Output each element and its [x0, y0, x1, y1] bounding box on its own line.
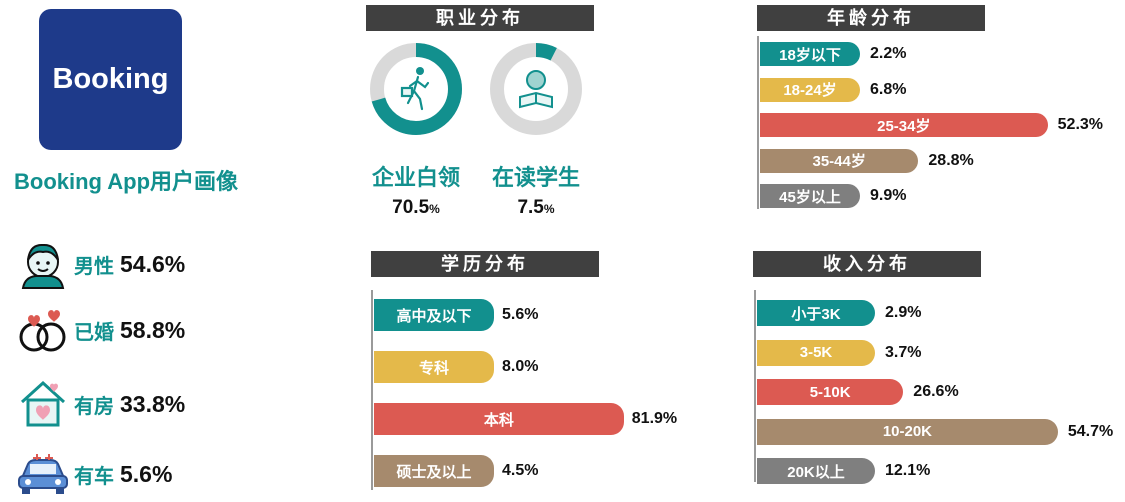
- page-title: Booking App用户画像: [14, 169, 239, 194]
- stat-row-car: 有车 5.6%: [14, 446, 172, 502]
- house-heart-icon: [14, 377, 72, 431]
- bar-3: 25-34岁: [760, 113, 1048, 137]
- bar-value-label: 3.7%: [885, 343, 922, 361]
- income-chart-axis: [754, 290, 756, 482]
- age-bar-chart: 18岁以下 2.2% 18-24岁 6.8% 25-34岁 52.3% 35-44岁 28.8…: [760, 42, 1120, 212]
- bar-value-label: 26.6%: [913, 383, 959, 400]
- bar-1: 18岁以下: [760, 42, 860, 66]
- bar-category-label: 3-5K: [799, 344, 833, 361]
- bar-5: 20K以上: [757, 458, 875, 484]
- donut-value-number: 70.5: [392, 197, 430, 218]
- logo-text: Booking: [52, 63, 169, 95]
- donut-slice: [490, 43, 582, 135]
- donut-label: 企业白领: [371, 165, 460, 190]
- donut-value-unit: %: [429, 202, 440, 216]
- car-icon: [14, 447, 72, 501]
- stat-value: 54.6%: [120, 250, 186, 277]
- bar-2: 18-24岁: [760, 77, 860, 102]
- bar-value-label: 12.1%: [885, 462, 931, 479]
- bar-value-label: 8.0%: [502, 358, 539, 375]
- stat-value: 33.8%: [120, 390, 186, 417]
- stat-value: 5.6%: [120, 460, 173, 487]
- bar-1: 小于3K: [757, 300, 875, 326]
- stat-label: 男性: [74, 255, 114, 278]
- bar-2: 专科: [374, 351, 494, 383]
- bar-value-label: 2.9%: [885, 304, 922, 321]
- bar-value-label: 81.9%: [631, 410, 678, 427]
- bar-value-label: 28.8%: [928, 151, 974, 169]
- rings-icon: [14, 303, 72, 357]
- stat-row-married: 已婚 58.8%: [14, 302, 185, 358]
- bar-2: 3-5K: [757, 339, 875, 366]
- education-chart-title: 学历分布: [371, 251, 599, 277]
- education-chart-axis: [371, 290, 373, 490]
- bar-value-label: 5.6%: [502, 306, 539, 323]
- bar-category-label: 5-10K: [809, 383, 851, 401]
- donut-label: 在读学生: [491, 165, 580, 190]
- donut-slice: [370, 43, 462, 135]
- bar-category-label: 小于3K: [791, 305, 841, 323]
- donut-value: 7.5%: [482, 197, 590, 219]
- bar-5: 45岁以上: [760, 184, 860, 208]
- bar-4: 硕士及以上: [374, 455, 494, 487]
- stat-row-house: 有房 33.8%: [14, 376, 185, 432]
- bar-4: 35-44岁: [760, 148, 919, 173]
- donut-chart-student: [490, 43, 582, 135]
- walking-worker-icon: [400, 67, 430, 111]
- bar-category-label: 18-24岁: [783, 82, 837, 99]
- bar-category-label: 25-34岁: [877, 117, 931, 135]
- bar-category-label: 18岁以下: [779, 46, 841, 64]
- donut-chart-white-collar: [370, 43, 462, 135]
- bar-category-label: 高中及以下: [396, 307, 472, 325]
- income-bar-chart: 小于3K 2.9% 3-5K 3.7% 5-10K 26.6% 10-20K 54.7% 20K…: [757, 300, 1121, 490]
- booking-logo: Booking: [39, 9, 182, 150]
- bar-3: 5-10K: [757, 379, 904, 405]
- bar-value-label: 6.8%: [870, 80, 907, 98]
- bar-category-label: 10-20K: [882, 423, 933, 440]
- age-chart-axis: [757, 36, 759, 209]
- bar-category-label: 专科: [418, 359, 449, 377]
- stat-value: 58.8%: [120, 316, 186, 343]
- stat-label: 已婚: [74, 321, 114, 344]
- age-chart-title: 年龄分布: [757, 5, 985, 31]
- bar-value-label: 2.2%: [870, 45, 907, 62]
- stat-label: 有车: [74, 465, 114, 488]
- bar-4: 10-20K: [757, 418, 1058, 445]
- stat-row-male: 男性 54.6%: [14, 236, 185, 292]
- stat-label: 有房: [74, 395, 114, 418]
- donut-value: 70.5%: [362, 197, 470, 219]
- donut-value-number: 7.5: [517, 197, 544, 218]
- student-reading-icon: [519, 70, 553, 109]
- bar-category-label: 20K以上: [787, 463, 845, 481]
- bar-value-label: 52.3%: [1057, 116, 1104, 133]
- bar-value-label: 54.7%: [1067, 422, 1114, 440]
- bar-value-label: 4.5%: [502, 462, 539, 479]
- bar-3: 本科: [374, 403, 624, 435]
- donut-value-unit: %: [543, 202, 555, 216]
- bar-category-label: 本科: [483, 411, 514, 429]
- bar-1: 高中及以下: [374, 299, 494, 331]
- income-chart-title: 收入分布: [753, 251, 981, 277]
- bar-category-label: 45岁以上: [779, 188, 841, 206]
- education-bar-chart: 高中及以下 5.6% 专科 8.0% 本科 81.9% 硕士及以上 4.5%: [374, 299, 714, 494]
- male-user-icon: [14, 237, 72, 291]
- bar-category-label: 35-44岁: [812, 153, 866, 170]
- bar-value-label: 9.9%: [870, 187, 907, 204]
- bar-category-label: 硕士及以上: [396, 463, 472, 481]
- occupation-chart-title: 职业分布: [366, 5, 594, 31]
